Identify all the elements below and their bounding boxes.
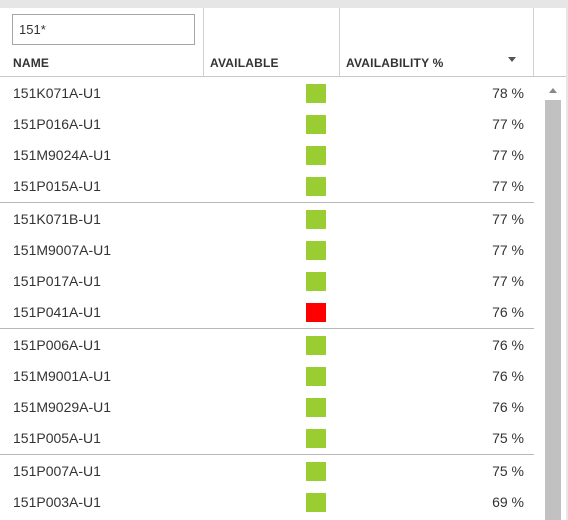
row-availability-pct: 75 % <box>492 463 524 479</box>
row-name: 151P041A-U1 <box>13 304 101 320</box>
row-availability-pct: 76 % <box>492 337 524 353</box>
table-row[interactable]: 151P041A-U1 76 % <box>0 297 534 328</box>
row-name: 151P016A-U1 <box>13 116 101 132</box>
row-availability-pct: 78 % <box>492 85 524 101</box>
row-name: 151M9024A-U1 <box>13 147 112 163</box>
row-availability-pct: 76 % <box>492 399 524 415</box>
available-status-swatch <box>306 493 326 512</box>
available-status-swatch <box>306 462 326 481</box>
availability-pct-column-header[interactable]: AVAILABILITY % <box>340 8 534 77</box>
available-status-swatch <box>306 177 326 196</box>
available-status-swatch <box>306 84 326 103</box>
row-availability-pct: 77 % <box>492 211 524 227</box>
name-filter-input[interactable] <box>12 14 195 45</box>
table-row[interactable]: 151P006A-U1 76 % <box>0 330 534 361</box>
row-name: 151M9007A-U1 <box>13 242 112 258</box>
name-column-label: NAME <box>13 56 50 70</box>
unavailable-status-swatch <box>306 303 326 322</box>
row-name: 151K071A-U1 <box>13 85 101 101</box>
row-name: 151P017A-U1 <box>13 273 101 289</box>
table-row[interactable]: 151P016A-U1 77 % <box>0 109 534 140</box>
table-row[interactable]: 151M9024A-U1 77 % <box>0 140 534 171</box>
row-availability-pct: 75 % <box>492 430 524 446</box>
available-status-swatch <box>306 336 326 355</box>
row-availability-pct: 77 % <box>492 242 524 258</box>
available-status-swatch <box>306 146 326 165</box>
scrollbar-thumb[interactable] <box>545 100 561 520</box>
row-name: 151K071B-U1 <box>13 211 101 227</box>
table-row[interactable]: 151P003A-U1 69 % <box>0 487 534 518</box>
table-row[interactable]: 151P005A-U1 75 % <box>0 423 534 454</box>
available-status-swatch <box>306 272 326 291</box>
availability-grid: NAME AVAILABLE AVAILABILITY % 151K071A-U… <box>0 8 566 520</box>
name-column-header[interactable]: NAME <box>0 8 204 77</box>
row-name: 151P015A-U1 <box>13 178 101 194</box>
available-status-swatch <box>306 429 326 448</box>
grid-header: NAME AVAILABLE AVAILABILITY % <box>0 8 566 77</box>
row-availability-pct: 69 % <box>492 494 524 510</box>
available-status-swatch <box>306 115 326 134</box>
sort-descending-icon[interactable] <box>508 57 516 62</box>
row-name: 151P006A-U1 <box>13 337 101 353</box>
group-divider <box>0 202 534 204</box>
row-availability-pct: 76 % <box>492 304 524 320</box>
table-row[interactable]: 151M9001A-U1 76 % <box>0 361 534 392</box>
availability-pct-column-label: AVAILABILITY % <box>346 56 444 70</box>
table-row[interactable]: 151M9007A-U1 77 % <box>0 235 534 266</box>
table-row[interactable]: 151K071B-U1 77 % <box>0 204 534 235</box>
scroll-up-arrow-icon[interactable] <box>549 88 557 93</box>
group-divider <box>0 328 534 330</box>
row-availability-pct: 77 % <box>492 178 524 194</box>
row-name: 151P005A-U1 <box>13 430 101 446</box>
row-name: 151M9029A-U1 <box>13 399 112 415</box>
row-availability-pct: 77 % <box>492 147 524 163</box>
row-availability-pct: 77 % <box>492 273 524 289</box>
row-name: 151P003A-U1 <box>13 494 101 510</box>
table-row[interactable]: 151P017A-U1 77 % <box>0 266 534 297</box>
table-row[interactable]: 151M9029A-U1 76 % <box>0 392 534 423</box>
available-status-swatch <box>306 210 326 229</box>
table-row[interactable]: 151P007A-U1 75 % <box>0 456 534 487</box>
table-row[interactable]: 151K071A-U1 78 % <box>0 78 534 109</box>
available-status-swatch <box>306 398 326 417</box>
vertical-scrollbar[interactable] <box>545 78 561 520</box>
row-name: 151M9001A-U1 <box>13 368 112 384</box>
grid-body: 151K071A-U1 78 % 151P016A-U1 77 % 151M9024A-… <box>0 78 534 520</box>
available-status-swatch <box>306 367 326 386</box>
row-availability-pct: 76 % <box>492 368 524 384</box>
available-column-label: AVAILABLE <box>210 56 279 70</box>
group-divider <box>0 454 534 456</box>
table-row[interactable]: 151P015A-U1 77 % <box>0 171 534 202</box>
row-availability-pct: 77 % <box>492 116 524 132</box>
available-status-swatch <box>306 241 326 260</box>
available-column-header[interactable]: AVAILABLE <box>204 8 340 77</box>
row-name: 151P007A-U1 <box>13 463 101 479</box>
